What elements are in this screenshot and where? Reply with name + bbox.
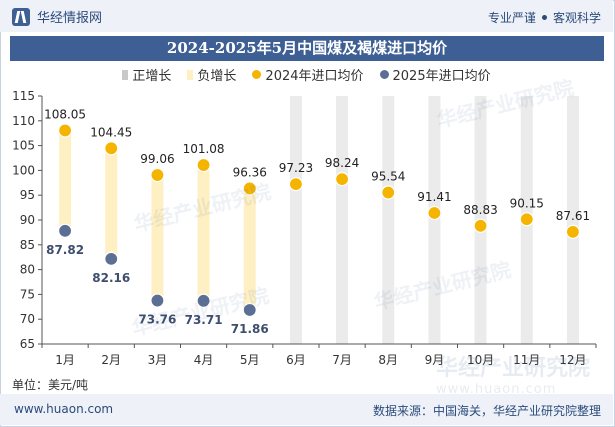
point-2024 <box>242 181 257 196</box>
data-label-2024: 104.45 <box>90 125 132 139</box>
range-bar <box>105 148 118 259</box>
range-bar <box>289 96 302 344</box>
y-tick-label: 100 <box>12 163 35 177</box>
data-label-2025: 73.76 <box>138 313 176 327</box>
x-tick-label: 11月 <box>513 353 540 367</box>
x-tick-label: 5月 <box>240 353 260 367</box>
legend-label: 2025年进口均价 <box>392 69 491 84</box>
x-tick-label: 12月 <box>559 353 586 367</box>
point-2024 <box>334 172 350 187</box>
legend-label: 正增长 <box>132 69 172 84</box>
y-tick-label: 65 <box>20 337 35 351</box>
tagline: 专业严谨 客观科学 <box>488 9 601 26</box>
y-tick-label: 115 <box>12 89 35 103</box>
x-tick-label: 6月 <box>286 353 306 367</box>
range-bar <box>151 175 164 301</box>
point-2024 <box>57 123 73 138</box>
range-bar <box>243 188 256 310</box>
range-bar <box>382 96 395 344</box>
point-2024 <box>381 185 396 200</box>
brand-name: 华经情报网 <box>37 11 103 26</box>
y-tick-label: 85 <box>20 238 35 252</box>
data-label-2024: 101.08 <box>183 142 225 156</box>
x-tick-label: 4月 <box>194 353 214 367</box>
legend-swatch-icon <box>252 70 262 79</box>
point-2025 <box>150 293 165 308</box>
x-tick-label: 1月 <box>55 353 75 367</box>
data-label-2024: 98.24 <box>325 156 359 170</box>
tagline-right: 客观科学 <box>552 11 601 25</box>
point-2025 <box>242 302 257 318</box>
x-tick-label: 9月 <box>425 353 445 367</box>
x-tick-label: 7月 <box>332 353 352 367</box>
x-tick-label: 8月 <box>378 353 398 367</box>
point-2024 <box>565 224 581 239</box>
footer-website-link[interactable]: www.huaon.com <box>14 402 114 416</box>
point-2024 <box>196 157 211 173</box>
data-label-2025: 82.16 <box>92 271 130 285</box>
legend-item[interactable]: 2024年进口均价 <box>252 65 364 84</box>
point-2025 <box>196 293 211 308</box>
y-tick-label: 90 <box>20 213 35 227</box>
data-label-2024: 97.23 <box>279 161 313 175</box>
data-label-2024: 87.61 <box>556 209 590 223</box>
range-bar <box>197 165 210 301</box>
data-label-2024: 96.36 <box>233 165 267 179</box>
x-tick-label: 2月 <box>101 353 121 367</box>
point-2025 <box>104 251 119 266</box>
separator-dot-icon <box>541 15 547 20</box>
y-tick-label: 75 <box>20 287 35 301</box>
legend-swatch-icon <box>122 69 129 80</box>
y-tick-label: 95 <box>20 188 35 202</box>
point-2025 <box>57 223 73 238</box>
legend-item[interactable]: 正增长 <box>122 65 171 84</box>
point-2024 <box>150 167 165 183</box>
range-bar <box>59 130 72 231</box>
data-label-2025: 87.82 <box>46 243 84 257</box>
legend-item[interactable]: 负增长 <box>187 65 236 84</box>
footer-source: 数据来源：中国海关，华经产业研究院整理 <box>372 404 601 418</box>
legend-swatch-icon <box>379 70 389 79</box>
chart-legend: 正增长 负增长 2024年进口均价 2025年进口均价 <box>0 65 613 84</box>
y-tick-label: 80 <box>20 263 35 277</box>
unit-label: 单位：美元/吨 <box>12 378 89 392</box>
top-bar: 华经情报网 专业严谨 客观科学 <box>0 0 613 32</box>
data-label-2024: 91.41 <box>417 190 451 204</box>
legend-item[interactable]: 2025年进口均价 <box>379 65 491 84</box>
point-2024 <box>473 218 488 233</box>
x-tick-label: 3月 <box>148 353 168 367</box>
y-tick-label: 105 <box>12 139 35 153</box>
point-2024 <box>519 212 534 227</box>
chart-title: 2024-2025年5月中国煤及褐煤进口均价 <box>10 36 604 61</box>
brand[interactable]: 华经情报网 <box>12 7 102 26</box>
point-2024 <box>104 141 119 156</box>
legend-label: 负增长 <box>197 69 237 84</box>
point-2024 <box>427 205 442 221</box>
footer: www.huaon.com 数据来源：中国海关，华经产业研究院整理 <box>0 394 613 425</box>
data-label-2024: 99.06 <box>140 152 174 166</box>
y-tick-label: 70 <box>20 312 35 326</box>
data-label-2025: 71.86 <box>231 322 269 336</box>
range-bar <box>336 96 349 344</box>
tagline-left: 专业严谨 <box>487 11 536 25</box>
data-label-2024: 95.54 <box>371 170 405 184</box>
y-tick-label: 110 <box>12 114 35 128</box>
range-bar <box>566 96 579 344</box>
data-label-2024: 108.05 <box>44 107 86 121</box>
legend-swatch-icon <box>187 69 194 80</box>
data-label-2024: 88.83 <box>463 203 497 217</box>
data-label-2024: 90.15 <box>510 196 544 210</box>
legend-label: 2024年进口均价 <box>265 69 364 84</box>
brand-logo-icon <box>12 7 30 26</box>
x-tick-label: 10月 <box>467 353 494 367</box>
data-label-2025: 73.71 <box>185 313 223 327</box>
point-2024 <box>288 177 304 192</box>
